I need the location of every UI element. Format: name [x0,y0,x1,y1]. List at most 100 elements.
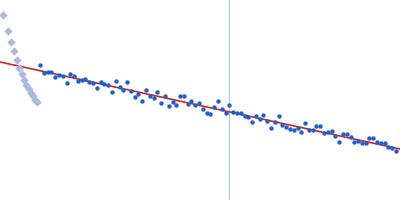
Point [317,125,324,128]
Point [290,128,297,131]
Point [16,66,22,70]
Point [86,81,92,84]
Point [67,72,74,75]
Point [332,134,339,137]
Point [21,78,27,82]
Point [211,106,218,109]
Point [128,89,134,92]
Point [325,131,331,134]
Point [328,130,335,133]
Point [245,116,252,119]
Point [264,120,270,123]
Point [355,139,361,142]
Point [279,123,286,126]
Point [147,94,153,98]
Point [359,141,365,144]
Point [158,101,164,105]
Point [204,111,210,115]
Point [188,99,195,102]
Point [253,114,259,117]
Point [181,94,187,97]
Point [150,96,157,100]
Point [200,107,206,110]
Point [321,132,327,135]
Point [116,86,123,89]
Point [0,13,6,17]
Point [135,92,142,95]
Point [184,102,191,106]
Point [112,80,119,83]
Point [94,87,100,90]
Point [287,128,293,131]
Point [18,73,25,76]
Point [109,90,115,93]
Point [294,126,301,129]
Point [226,103,232,107]
Point [283,126,289,129]
Point [143,88,149,92]
Point [234,112,240,115]
Point [249,120,255,124]
Point [40,72,47,75]
Point [82,77,89,80]
Point [378,141,384,144]
Point [162,94,168,98]
Point [169,100,176,104]
Point [11,49,18,53]
Point [370,136,376,139]
Point [268,126,274,129]
Point [347,135,354,138]
Point [34,101,40,104]
Point [14,58,20,62]
Point [37,63,43,66]
Point [362,141,369,144]
Point [310,128,316,131]
Point [173,103,180,106]
Point [52,75,58,78]
Point [71,74,77,78]
Point [393,149,399,152]
Point [60,74,66,77]
Point [139,100,146,103]
Point [101,83,108,86]
Point [56,73,62,76]
Point [298,130,304,133]
Point [218,108,225,111]
Point [132,95,138,98]
Point [344,133,350,136]
Point [44,71,51,74]
Point [154,91,161,94]
Point [238,112,244,115]
Point [5,29,11,33]
Point [207,113,214,116]
Point [313,124,320,127]
Point [90,82,96,85]
Point [97,80,104,83]
Point [124,81,130,84]
Point [105,83,111,86]
Point [215,100,221,103]
Point [166,105,172,108]
Point [374,140,380,143]
Point [241,114,248,117]
Point [177,94,183,98]
Point [63,81,70,84]
Point [340,133,346,136]
Point [26,88,32,91]
Point [230,110,236,113]
Point [385,145,392,148]
Point [196,102,202,105]
Point [306,129,312,132]
Point [48,70,54,73]
Point [78,79,85,82]
Point [351,141,358,144]
Point [32,98,38,101]
Point [302,121,308,125]
Point [23,83,30,86]
Point [272,121,278,124]
Point [389,146,396,149]
Point [28,92,34,95]
Point [192,104,198,107]
Point [366,136,373,139]
Point [222,111,229,115]
